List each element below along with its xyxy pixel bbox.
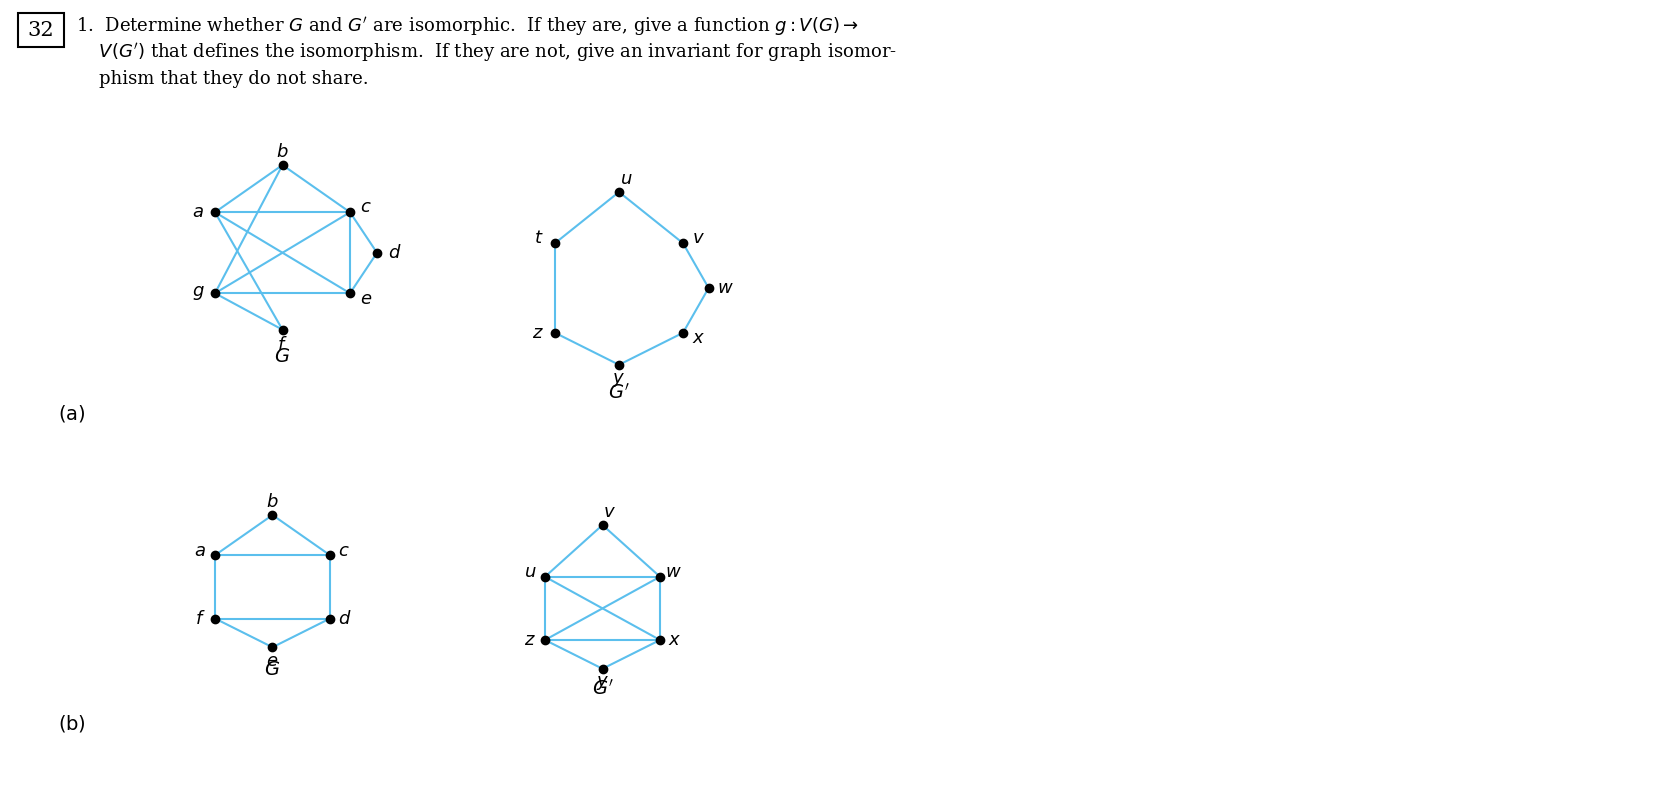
Text: $\mathit{c}$: $\mathit{c}$ bbox=[360, 198, 372, 216]
Text: $\mathit{c}$: $\mathit{c}$ bbox=[338, 542, 350, 560]
Text: $\mathit{d}$: $\mathit{d}$ bbox=[388, 244, 401, 261]
Text: $\mathit{a}$: $\mathit{a}$ bbox=[191, 203, 204, 221]
Text: $\mathit{g}$: $\mathit{g}$ bbox=[192, 284, 206, 302]
Text: $\mathit{x}$: $\mathit{x}$ bbox=[669, 631, 682, 649]
Text: $\mathit{e}$: $\mathit{e}$ bbox=[267, 652, 279, 670]
FancyBboxPatch shape bbox=[18, 13, 65, 47]
Text: $\mathit{e}$: $\mathit{e}$ bbox=[360, 290, 372, 308]
Text: $\mathit{G}$: $\mathit{G}$ bbox=[274, 348, 290, 366]
Text: $\mathrm{(a)}$: $\mathrm{(a)}$ bbox=[58, 403, 86, 423]
Text: $\mathit{z}$: $\mathit{z}$ bbox=[524, 631, 536, 649]
Text: $\mathit{d}$: $\mathit{d}$ bbox=[338, 609, 352, 627]
Text: $\mathit{y}$: $\mathit{y}$ bbox=[596, 674, 609, 692]
Text: 32: 32 bbox=[28, 20, 55, 39]
Text: $\mathit{w}$: $\mathit{w}$ bbox=[717, 279, 733, 297]
Text: $\mathit{G}'$: $\mathit{G}'$ bbox=[592, 678, 614, 699]
Text: phism that they do not share.: phism that they do not share. bbox=[76, 70, 368, 88]
Text: $\mathit{b}$: $\mathit{b}$ bbox=[265, 493, 279, 511]
Text: $\mathit{x}$: $\mathit{x}$ bbox=[692, 329, 705, 347]
Text: $\mathit{w}$: $\mathit{w}$ bbox=[665, 563, 682, 581]
Text: $\mathit{z}$: $\mathit{z}$ bbox=[533, 323, 544, 341]
Text: 1.  Determine whether $G$ and $G'$ are isomorphic.  If they are, give a function: 1. Determine whether $G$ and $G'$ are is… bbox=[76, 16, 859, 38]
Text: $\mathit{G}$: $\mathit{G}$ bbox=[264, 661, 280, 679]
Text: $\mathrm{(b)}$: $\mathrm{(b)}$ bbox=[58, 713, 86, 733]
Text: $\mathit{a}$: $\mathit{a}$ bbox=[194, 542, 206, 560]
Text: $\mathit{u}$: $\mathit{u}$ bbox=[524, 563, 536, 581]
Text: $\mathit{b}$: $\mathit{b}$ bbox=[275, 143, 289, 160]
Text: $\mathit{f}$: $\mathit{f}$ bbox=[277, 335, 287, 353]
Text: $\mathit{f}$: $\mathit{f}$ bbox=[194, 609, 206, 627]
Text: $\mathit{y}$: $\mathit{y}$ bbox=[612, 371, 625, 389]
Text: $\mathit{v}$: $\mathit{v}$ bbox=[692, 229, 705, 247]
Text: $\mathit{v}$: $\mathit{v}$ bbox=[602, 503, 615, 521]
Text: $V(G')$ that defines the isomorphism.  If they are not, give an invariant for gr: $V(G')$ that defines the isomorphism. If… bbox=[76, 42, 898, 64]
Text: $\mathit{t}$: $\mathit{t}$ bbox=[534, 229, 542, 247]
Text: $\mathit{G}'$: $\mathit{G}'$ bbox=[607, 383, 630, 403]
Text: $\mathit{u}$: $\mathit{u}$ bbox=[620, 170, 634, 188]
